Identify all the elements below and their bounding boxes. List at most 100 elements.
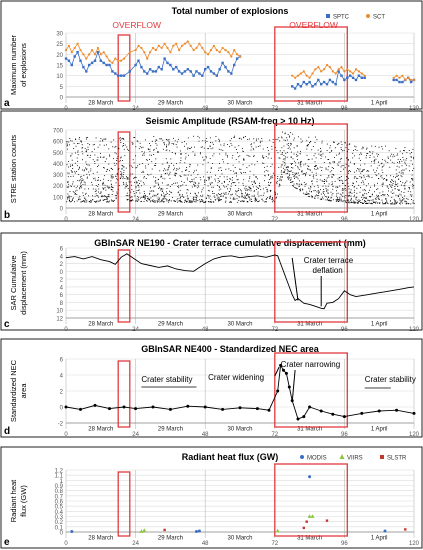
data-point [258,200,259,202]
data-point [94,161,96,162]
data-point [201,200,203,202]
annotation: Crater stability [365,375,416,384]
data-marker [392,78,395,82]
data-point [396,165,398,167]
data-point [404,200,406,202]
data-point [168,174,170,176]
data-point [134,177,135,179]
data-point [66,186,68,188]
data-point [66,143,68,145]
data-point [356,202,358,204]
data-point [412,148,414,150]
data-point [343,195,345,197]
data-point [365,190,367,192]
data-point [307,168,309,170]
data-point [327,189,329,191]
data-point [338,199,340,201]
data-point [120,156,122,158]
data-point [82,153,84,155]
data-point [332,183,334,185]
data-point [355,197,357,199]
data-marker [401,80,404,84]
data-point [219,193,220,195]
data-point [208,195,209,197]
data-point [112,200,114,202]
data-point [249,177,251,179]
data-point [287,133,289,135]
data-point [311,191,313,192]
data-point [281,176,283,178]
data-marker [233,48,236,52]
data-point [109,200,111,202]
data-point [67,181,69,183]
data-point [95,201,97,203]
data-marker [175,65,178,69]
data-point [176,172,178,174]
data-point [68,196,70,198]
data-point [84,182,86,184]
data-point [404,150,405,152]
data-point [226,188,228,190]
data-point [277,176,279,178]
data-point [167,184,169,186]
data-point [345,195,347,196]
data-point [76,160,78,162]
data-point [82,147,84,149]
data-marker [85,57,88,60]
x-tick-label: 24 [132,541,139,547]
data-point [208,176,210,178]
data-point [375,174,377,176]
data-point [202,146,204,148]
data-point [166,144,168,146]
data-point [274,194,276,196]
data-point [294,175,296,177]
data-point [180,153,182,155]
data-point [116,191,118,193]
data-point [376,197,378,199]
data-point [177,192,179,194]
data-point [406,198,408,200]
data-point [157,201,159,203]
data-marker [108,63,111,67]
data-point [247,155,249,157]
data-point [276,193,278,195]
data-point [338,161,340,163]
data-point [108,186,110,188]
data-point [382,166,384,168]
data-point [110,183,112,185]
data-point [110,175,112,177]
y-tick-label: 0.6 [55,500,64,506]
data-point [314,142,316,144]
y-axis-label: STRE station counts [9,135,18,204]
data-point [120,176,122,178]
data-point [171,183,173,185]
data-point [309,188,311,190]
data-point [219,153,221,155]
data-point [174,152,176,154]
data-point [261,140,263,142]
data-point [230,185,232,187]
data-marker [224,48,227,52]
data-point [212,192,214,194]
data-point [261,198,263,200]
data-point [340,199,342,201]
data-point [406,202,408,204]
data-point [308,195,310,197]
data-point [157,151,158,153]
data-point [142,196,144,198]
data-point [363,169,364,171]
data-point [376,189,378,190]
data-point [212,162,213,164]
data-marker [105,63,108,67]
data-point [394,182,396,184]
data-point [408,187,410,189]
data-point [79,187,81,189]
data-point [155,142,157,144]
data-point [405,159,407,161]
data-point [298,175,300,177]
data-point [287,178,289,180]
data-point [339,193,341,195]
data-point [354,194,355,196]
data-point [358,202,359,204]
data-point [394,180,396,182]
